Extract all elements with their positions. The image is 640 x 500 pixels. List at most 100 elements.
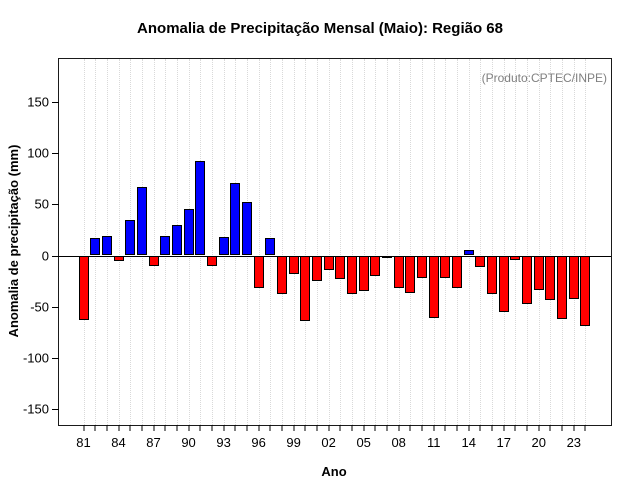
bar-1982 [90,238,101,256]
year-gridline [387,59,389,425]
year-gridline [445,59,447,425]
bar-2023 [568,255,579,299]
year-gridline [562,59,564,425]
bar-1996 [253,255,264,289]
x-axis-tick [386,425,388,431]
bar-2004 [347,255,357,295]
x-axis-tick [526,425,528,431]
x-axis-tick [176,425,178,431]
x-axis-tick [293,425,295,431]
x-axis-tick [188,425,190,431]
year-gridline [340,59,342,425]
x-axis-tick [573,425,575,431]
year-gridline [492,59,494,425]
x-axis-tick-label: 93 [216,435,231,450]
x-axis-tick [328,425,330,431]
x-axis-tick [468,425,470,431]
bar-2009 [405,255,416,294]
bar-2000 [300,255,311,322]
source-annotation: (Produto:CPTEC/INPE) [481,71,607,85]
year-gridline [433,59,435,425]
x-axis-tick [304,425,306,431]
year-gridline [153,59,155,425]
year-gridline [258,59,260,425]
x-axis-tick-label: 14 [461,435,476,450]
bar-1985 [125,219,136,256]
x-axis-tick [456,425,458,431]
x-axis-tick [153,425,155,431]
bar-1988 [160,236,171,256]
bar-1991 [195,161,206,256]
bar-2012 [440,255,451,279]
bar-1993 [218,237,229,256]
x-axis-tick [491,425,493,431]
bar-1994 [230,182,241,256]
x-axis-tick [584,425,586,431]
year-gridline [573,59,575,425]
x-axis-tick-label: 23 [566,435,582,450]
x-axis-tick [83,425,84,431]
bar-2022 [557,255,568,320]
bar-2006 [370,255,381,276]
year-gridline [480,59,482,425]
bar-1992 [206,255,217,266]
x-axis-tick [444,425,446,431]
year-gridline [410,59,412,425]
year-gridline [422,59,424,425]
x-axis-tick [316,425,318,431]
y-axis-tick [52,255,59,257]
x-axis-tick-label: 02 [321,435,336,450]
year-gridline [527,59,529,425]
y-axis-tick-label: 100 [27,145,49,161]
year-gridline [515,59,517,425]
x-axis-tick [363,425,365,431]
year-gridline [503,59,505,425]
x-axis-tick [141,425,143,431]
x-axis-tick [269,425,271,431]
bar-2008 [393,255,404,289]
year-gridline [118,59,120,425]
x-axis-tick [421,425,423,431]
x-axis-tick-label: 17 [496,435,511,450]
x-axis-tick [223,425,225,431]
bar-2005 [358,255,369,292]
x-axis-tick [106,425,108,431]
bar-1999 [288,255,299,274]
bar-2001 [311,255,322,282]
x-axis-title: Ano [321,464,347,479]
bar-2014 [463,250,474,256]
x-axis-tick [561,425,563,431]
x-axis-tick [211,425,213,431]
year-gridline [468,59,470,425]
bar-1986 [136,186,147,256]
x-axis-tick [409,425,411,431]
bar-2013 [452,255,463,289]
year-gridline [457,59,459,425]
x-axis-tick [118,425,120,431]
x-axis-tick [479,425,481,431]
bar-2010 [417,255,428,279]
bar-1995 [241,202,252,256]
x-axis-tick [549,425,551,431]
x-axis-tick-label: 08 [391,435,406,450]
year-gridline [585,59,587,425]
x-axis-tick [433,425,435,431]
x-axis-tick [129,425,131,431]
x-axis-tick-label: 05 [356,435,371,450]
x-axis-tick [246,425,248,431]
x-axis-tick-label: 81 [76,435,91,450]
x-axis-tick [199,425,201,431]
zero-axis-line [59,255,611,257]
x-axis-tick-label: 99 [286,435,301,450]
x-axis-tick [234,425,236,431]
bar-2019 [522,255,533,304]
year-gridline [363,59,365,425]
bar-2020 [533,255,544,291]
y-axis-tick-label: -50 [30,299,49,315]
year-gridline [293,59,295,425]
bar-1981 [78,255,89,321]
y-axis-tick-label: -100 [22,350,49,366]
x-axis-tick [538,425,540,431]
y-axis-tick [52,409,59,411]
